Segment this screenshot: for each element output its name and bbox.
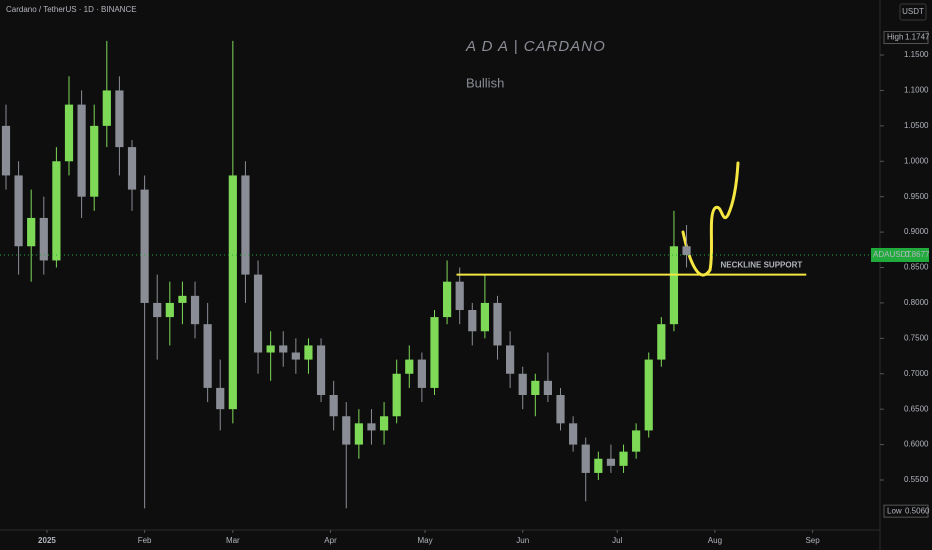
candle-body [606, 458, 616, 466]
candle-body [569, 423, 578, 445]
low-box [883, 504, 929, 518]
candle-body [216, 387, 225, 410]
candle-body [342, 416, 351, 445]
y-tick-label: 0.7000 [904, 369, 929, 378]
candle-body [14, 175, 23, 247]
last-price-box [871, 247, 929, 262]
candle-body [90, 125, 99, 197]
candle-body [203, 324, 212, 388]
candle-body [77, 104, 86, 197]
candle-body [190, 295, 200, 325]
candle-body [619, 451, 628, 466]
candle-body [102, 90, 111, 126]
y-tick-label: 1.0500 [904, 121, 929, 130]
candle-body [682, 246, 691, 255]
x-tick-label: 2025 [38, 536, 56, 545]
low-label: Low [887, 506, 902, 515]
last-price-value: 0.8677 [905, 250, 930, 259]
candle-body [127, 147, 137, 190]
y-tick-label: 0.6000 [904, 440, 929, 449]
candle-body [632, 430, 641, 452]
candle-body [304, 345, 313, 360]
candle-body [430, 317, 439, 388]
chart-title: A D A | CARDANO [465, 38, 606, 55]
candle-body [405, 359, 414, 374]
candle-body [669, 246, 679, 325]
x-tick-label: Jul [612, 536, 622, 545]
candle-body [657, 324, 666, 360]
y-tick-label: 1.1000 [904, 86, 929, 95]
candle-body [644, 359, 653, 431]
high-box [883, 31, 929, 45]
candle-body [52, 161, 61, 261]
currency-label[interactable]: USDT [902, 7, 924, 16]
y-tick-label: 0.9500 [904, 192, 929, 201]
low-value: 0.5060 [905, 506, 930, 515]
candle-body [253, 274, 263, 353]
x-tick-label: May [417, 536, 432, 545]
candle-body [291, 352, 300, 360]
x-tick-label: Sep [805, 536, 820, 545]
y-tick-label: 0.5500 [904, 475, 929, 484]
x-tick-label: Feb [138, 536, 152, 545]
high-label: High [887, 33, 903, 42]
y-tick-label: 0.9000 [904, 227, 929, 236]
currency-box[interactable] [899, 3, 927, 21]
candle-body [468, 310, 477, 332]
candle-body [556, 395, 565, 424]
candle-body [1, 125, 11, 176]
candle-body [531, 380, 540, 396]
candle-body [39, 217, 48, 261]
chart-subtitle: Bullish [466, 75, 504, 90]
candle-body [153, 302, 162, 318]
high-value: 1.1747 [905, 33, 930, 42]
y-tick-label: 1.1500 [904, 50, 929, 59]
y-tick-label: 0.7500 [904, 333, 929, 342]
candle-body [581, 444, 590, 473]
y-tick-label: 0.8000 [904, 298, 929, 307]
candle-body [316, 345, 326, 396]
x-tick-label: Mar [226, 536, 240, 545]
candle-body [417, 359, 426, 388]
last-price-symbol: ADAUSDT [873, 250, 911, 259]
candle-body [493, 302, 502, 346]
x-tick-label: Apr [324, 536, 337, 545]
candle-body [594, 458, 603, 473]
y-tick-label: 0.8500 [904, 263, 929, 272]
candle-body [178, 295, 187, 303]
candle-body [165, 302, 174, 318]
x-tick-label: Aug [708, 536, 722, 545]
candle-body [392, 373, 401, 417]
y-tick-label: 1.0000 [904, 156, 929, 165]
candle-body [367, 423, 376, 431]
candle-body [27, 217, 36, 247]
candle-body [379, 416, 389, 431]
symbol-header: Cardano / TetherUS · 1D · BINANCE [6, 5, 137, 14]
neckline-label: NECKLINE SUPPORT [720, 261, 802, 270]
candle-body [329, 395, 338, 417]
candle-body [241, 175, 250, 275]
candle-body [279, 345, 288, 353]
candle-body [506, 345, 515, 374]
candle-body [228, 175, 237, 410]
candle-body [115, 90, 124, 148]
candle-body [518, 373, 527, 396]
candle-body [543, 380, 553, 396]
x-tick-label: Jun [516, 536, 529, 545]
candle-body [480, 302, 489, 332]
candle-body [266, 345, 275, 353]
candle-body [354, 423, 363, 445]
candle-body [455, 281, 464, 311]
candle-body [64, 104, 74, 162]
y-tick-label: 0.6500 [904, 404, 929, 413]
candle-body [140, 189, 149, 303]
candle-body [442, 281, 452, 318]
